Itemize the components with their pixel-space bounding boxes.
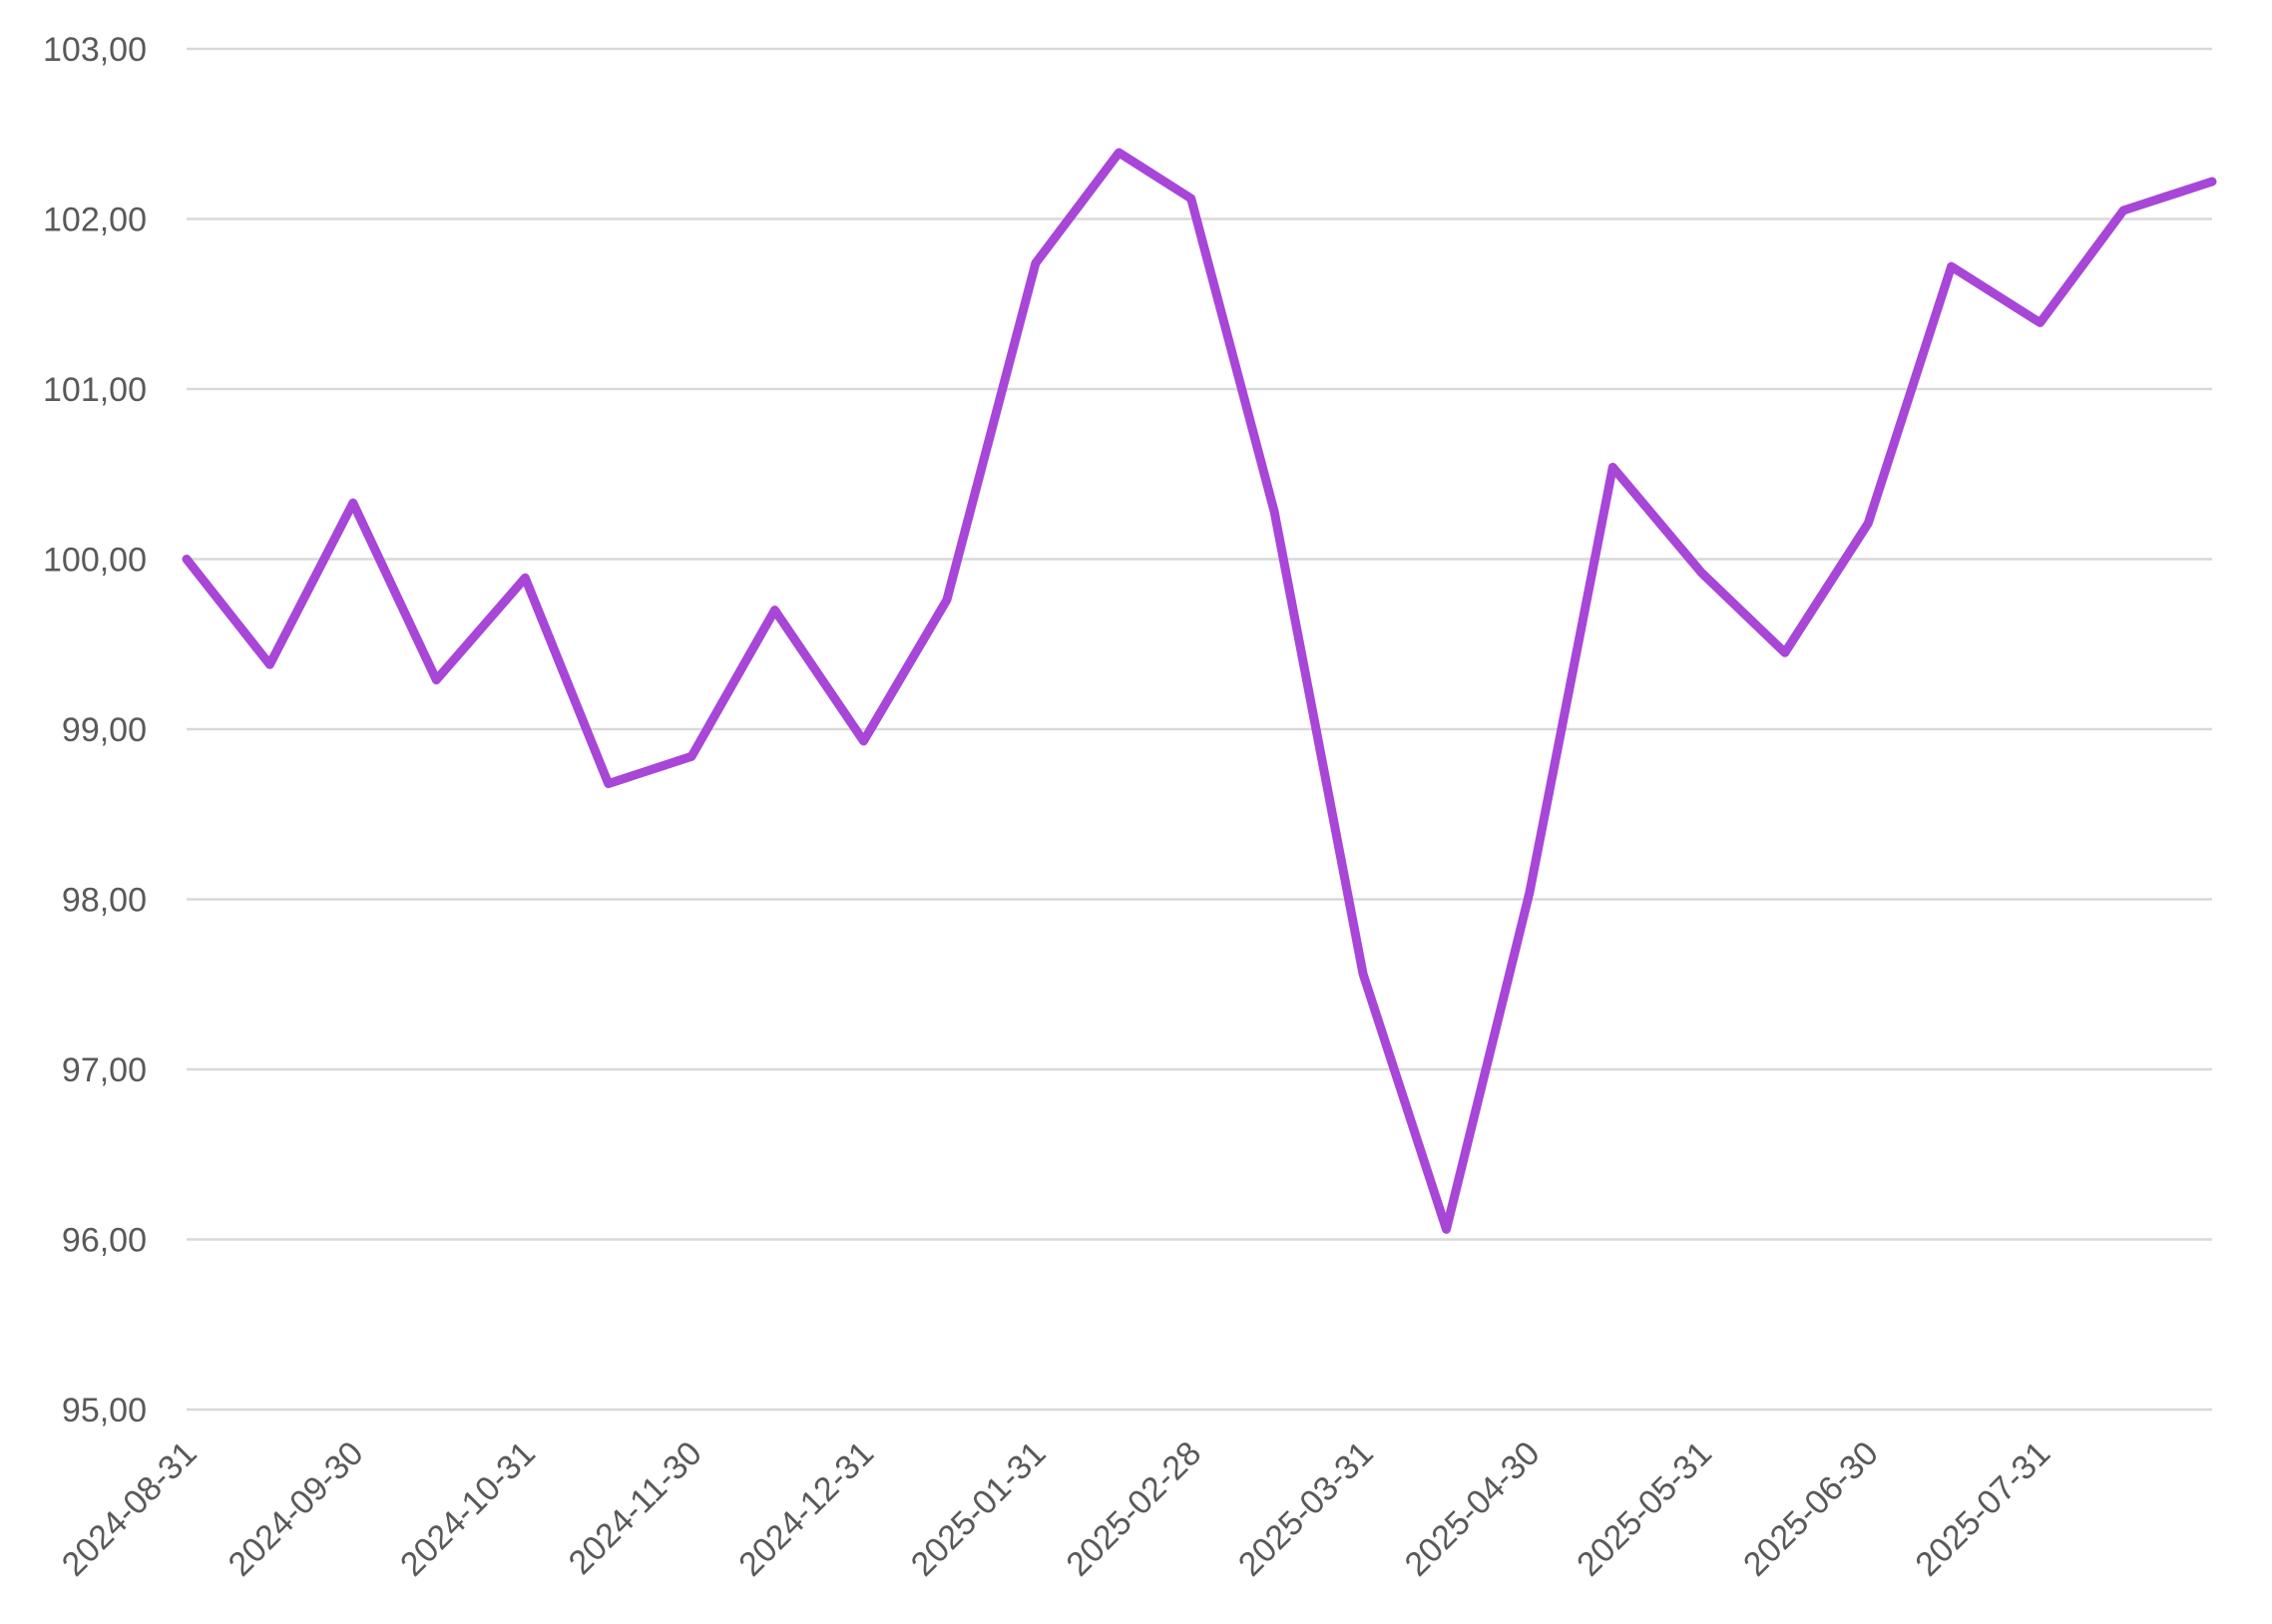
x-tick-label: 2025-03-31 [1231,1434,1381,1584]
y-tick-label: 101,00 [43,371,147,409]
gridlines [187,47,2212,1412]
x-tick-label: 2025-07-31 [1908,1434,2057,1584]
x-tick-label: 2024-11-30 [562,1434,709,1582]
x-tick-label: 2025-02-28 [1059,1434,1208,1584]
y-tick-label: 98,00 [62,882,147,920]
y-tick-label: 100,00 [43,542,147,580]
y-tick-label: 95,00 [62,1392,147,1429]
x-tick-label: 2025-05-31 [1570,1434,1719,1584]
y-tick-label: 99,00 [62,711,147,749]
x-tick-label: 2024-09-30 [222,1434,371,1584]
x-tick-label: 2025-01-31 [904,1434,1054,1584]
y-tick-label: 97,00 [62,1051,147,1089]
x-tick-label: 2024-12-31 [731,1434,881,1584]
series-line [182,148,2217,1234]
y-tick-label: 96,00 [62,1222,147,1260]
series-layer [182,148,2217,1234]
y-tick-label: 102,00 [43,202,147,239]
x-tick-label: 2024-08-31 [55,1434,205,1584]
x-tick-label: 2024-10-31 [393,1434,543,1584]
x-axis-ticks: 2024-08-31 2024-09-30 2024-10-31 2024-11-30… [55,1434,2057,1584]
x-tick-label: 2025-06-30 [1736,1434,1886,1584]
x-tick-label: 2025-04-30 [1398,1434,1548,1584]
y-tick-label: 103,00 [43,31,147,69]
y-axis-ticks: 95,00 96,00 97,00 98,00 99,00 100,00 101,00 102… [43,31,147,1429]
